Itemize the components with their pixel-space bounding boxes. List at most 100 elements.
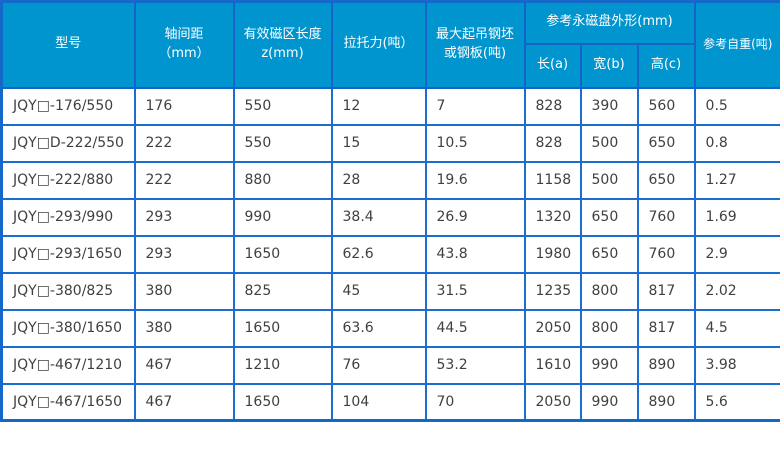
cell-length-a: 1610 <box>523 345 582 385</box>
cell-length-a: 2050 <box>523 308 582 348</box>
cell-length-a: 828 <box>523 86 582 126</box>
cell-length-a: 1235 <box>523 271 582 311</box>
cell-self-weight: 0.5 <box>693 86 780 126</box>
cell-pull-force: 15 <box>330 123 427 163</box>
cell-axle-spacing: 222 <box>133 160 235 200</box>
cell-max-lift: 43.8 <box>424 234 526 274</box>
table-row: JQY□-293/1650 293 1650 62.6 43.8 1980 650 760 2.… <box>0 234 780 274</box>
cell-height-c: 760 <box>636 234 696 274</box>
cell-height-c: 817 <box>636 308 696 348</box>
cell-magnetic-zone-length: 1210 <box>232 345 333 385</box>
cell-max-lift: 53.2 <box>424 345 526 385</box>
cell-magnetic-zone-length: 1650 <box>232 234 333 274</box>
cell-pull-force: 45 <box>330 271 427 311</box>
cell-model: JQY□-380/1650 <box>0 308 136 348</box>
cell-width-b: 390 <box>579 86 639 126</box>
cell-magnetic-zone-length: 1650 <box>232 308 333 348</box>
cell-max-lift: 70 <box>424 382 526 422</box>
cell-self-weight: 5.6 <box>693 382 780 422</box>
cell-self-weight: 1.69 <box>693 197 780 237</box>
table-row: JQY□-467/1210 467 1210 76 53.2 1610 990 890 3.98 <box>0 345 780 385</box>
cell-magnetic-zone-length: 880 <box>232 160 333 200</box>
cell-model: JQY□-467/1210 <box>0 345 136 385</box>
table-row: JQY□-380/1650 380 1650 63.6 44.5 2050 800 817 4.… <box>0 308 780 348</box>
cell-height-c: 650 <box>636 160 696 200</box>
cell-width-b: 500 <box>579 160 639 200</box>
cell-length-a: 2050 <box>523 382 582 422</box>
cell-magnetic-zone-length: 550 <box>232 86 333 126</box>
table-header: 型号 轴间距 （mm） 有效磁区长度 z(mm) 拉托力(吨） 最大起吊钢坯 或… <box>0 0 780 89</box>
cell-max-lift: 31.5 <box>424 271 526 311</box>
header-row-top: 型号 轴间距 （mm） 有效磁区长度 z(mm) 拉托力(吨） 最大起吊钢坯 或… <box>0 0 780 89</box>
table-row: JQY□-222/880 222 880 28 19.6 1158 500 650 1.27 <box>0 160 780 200</box>
table-row: JQY□-380/825 380 825 45 31.5 1235 800 817 2.02 <box>0 271 780 311</box>
cell-self-weight: 4.5 <box>693 308 780 348</box>
cell-width-b: 500 <box>579 123 639 163</box>
cell-magnetic-zone-length: 550 <box>232 123 333 163</box>
cell-axle-spacing: 293 <box>133 234 235 274</box>
cell-model: JQY□-293/1650 <box>0 234 136 274</box>
cell-model: JQY□-222/880 <box>0 160 136 200</box>
cell-length-a: 1320 <box>523 197 582 237</box>
cell-axle-spacing: 222 <box>133 123 235 163</box>
col-header-axle-spacing: 轴间距 （mm） <box>133 0 235 89</box>
cell-axle-spacing: 380 <box>133 308 235 348</box>
cell-pull-force: 62.6 <box>330 234 427 274</box>
table-row: JQY□D-222/550 222 550 15 10.5 828 500 650 0.8 <box>0 123 780 163</box>
cell-height-c: 760 <box>636 197 696 237</box>
cell-model: JQY□-293/990 <box>0 197 136 237</box>
col-header-max-lift: 最大起吊钢坯 或钢板(吨) <box>424 0 526 89</box>
cell-axle-spacing: 380 <box>133 271 235 311</box>
cell-length-a: 1158 <box>523 160 582 200</box>
cell-height-c: 817 <box>636 271 696 311</box>
cell-height-c: 560 <box>636 86 696 126</box>
cell-pull-force: 104 <box>330 382 427 422</box>
cell-max-lift: 19.6 <box>424 160 526 200</box>
cell-width-b: 800 <box>579 308 639 348</box>
cell-model: JQY□-467/1650 <box>0 382 136 422</box>
table-row: JQY□-467/1650 467 1650 104 70 2050 990 890 5.6 <box>0 382 780 422</box>
cell-axle-spacing: 293 <box>133 197 235 237</box>
cell-width-b: 990 <box>579 345 639 385</box>
table-body: JQY□-176/550 176 550 12 7 828 390 560 0.5 JQY□D-2… <box>0 86 780 422</box>
col-header-width-b: 宽(b) <box>579 42 639 89</box>
cell-max-lift: 44.5 <box>424 308 526 348</box>
cell-magnetic-zone-length: 990 <box>232 197 333 237</box>
cell-self-weight: 2.02 <box>693 271 780 311</box>
cell-height-c: 890 <box>636 382 696 422</box>
cell-axle-spacing: 176 <box>133 86 235 126</box>
col-header-height-c: 高(c) <box>636 42 696 89</box>
spec-table: 型号 轴间距 （mm） 有效磁区长度 z(mm) 拉托力(吨） 最大起吊钢坯 或… <box>0 0 780 422</box>
col-header-pull-force: 拉托力(吨） <box>330 0 427 89</box>
cell-self-weight: 1.27 <box>693 160 780 200</box>
cell-self-weight: 3.98 <box>693 345 780 385</box>
col-header-magnetic-zone-length: 有效磁区长度 z(mm) <box>232 0 333 89</box>
cell-pull-force: 63.6 <box>330 308 427 348</box>
cell-pull-force: 76 <box>330 345 427 385</box>
cell-width-b: 650 <box>579 197 639 237</box>
cell-width-b: 650 <box>579 234 639 274</box>
cell-width-b: 990 <box>579 382 639 422</box>
col-header-model: 型号 <box>0 0 136 89</box>
cell-length-a: 828 <box>523 123 582 163</box>
cell-axle-spacing: 467 <box>133 345 235 385</box>
cell-magnetic-zone-length: 825 <box>232 271 333 311</box>
table-row: JQY□-176/550 176 550 12 7 828 390 560 0.5 <box>0 86 780 126</box>
cell-max-lift: 10.5 <box>424 123 526 163</box>
cell-width-b: 800 <box>579 271 639 311</box>
col-header-dimensions-group: 参考永磁盘外形(mm) <box>523 0 696 45</box>
cell-model: JQY□D-222/550 <box>0 123 136 163</box>
cell-max-lift: 7 <box>424 86 526 126</box>
cell-height-c: 890 <box>636 345 696 385</box>
cell-model: JQY□-176/550 <box>0 86 136 126</box>
cell-pull-force: 12 <box>330 86 427 126</box>
col-header-weight: 参考自重(吨) <box>693 0 780 89</box>
cell-pull-force: 28 <box>330 160 427 200</box>
cell-length-a: 1980 <box>523 234 582 274</box>
header-row-sub: 长(a) 宽(b) 高(c) <box>2 42 780 89</box>
cell-magnetic-zone-length: 1650 <box>232 382 333 422</box>
cell-max-lift: 26.9 <box>424 197 526 237</box>
cell-self-weight: 2.9 <box>693 234 780 274</box>
col-header-length-a: 长(a) <box>523 42 582 89</box>
cell-axle-spacing: 467 <box>133 382 235 422</box>
